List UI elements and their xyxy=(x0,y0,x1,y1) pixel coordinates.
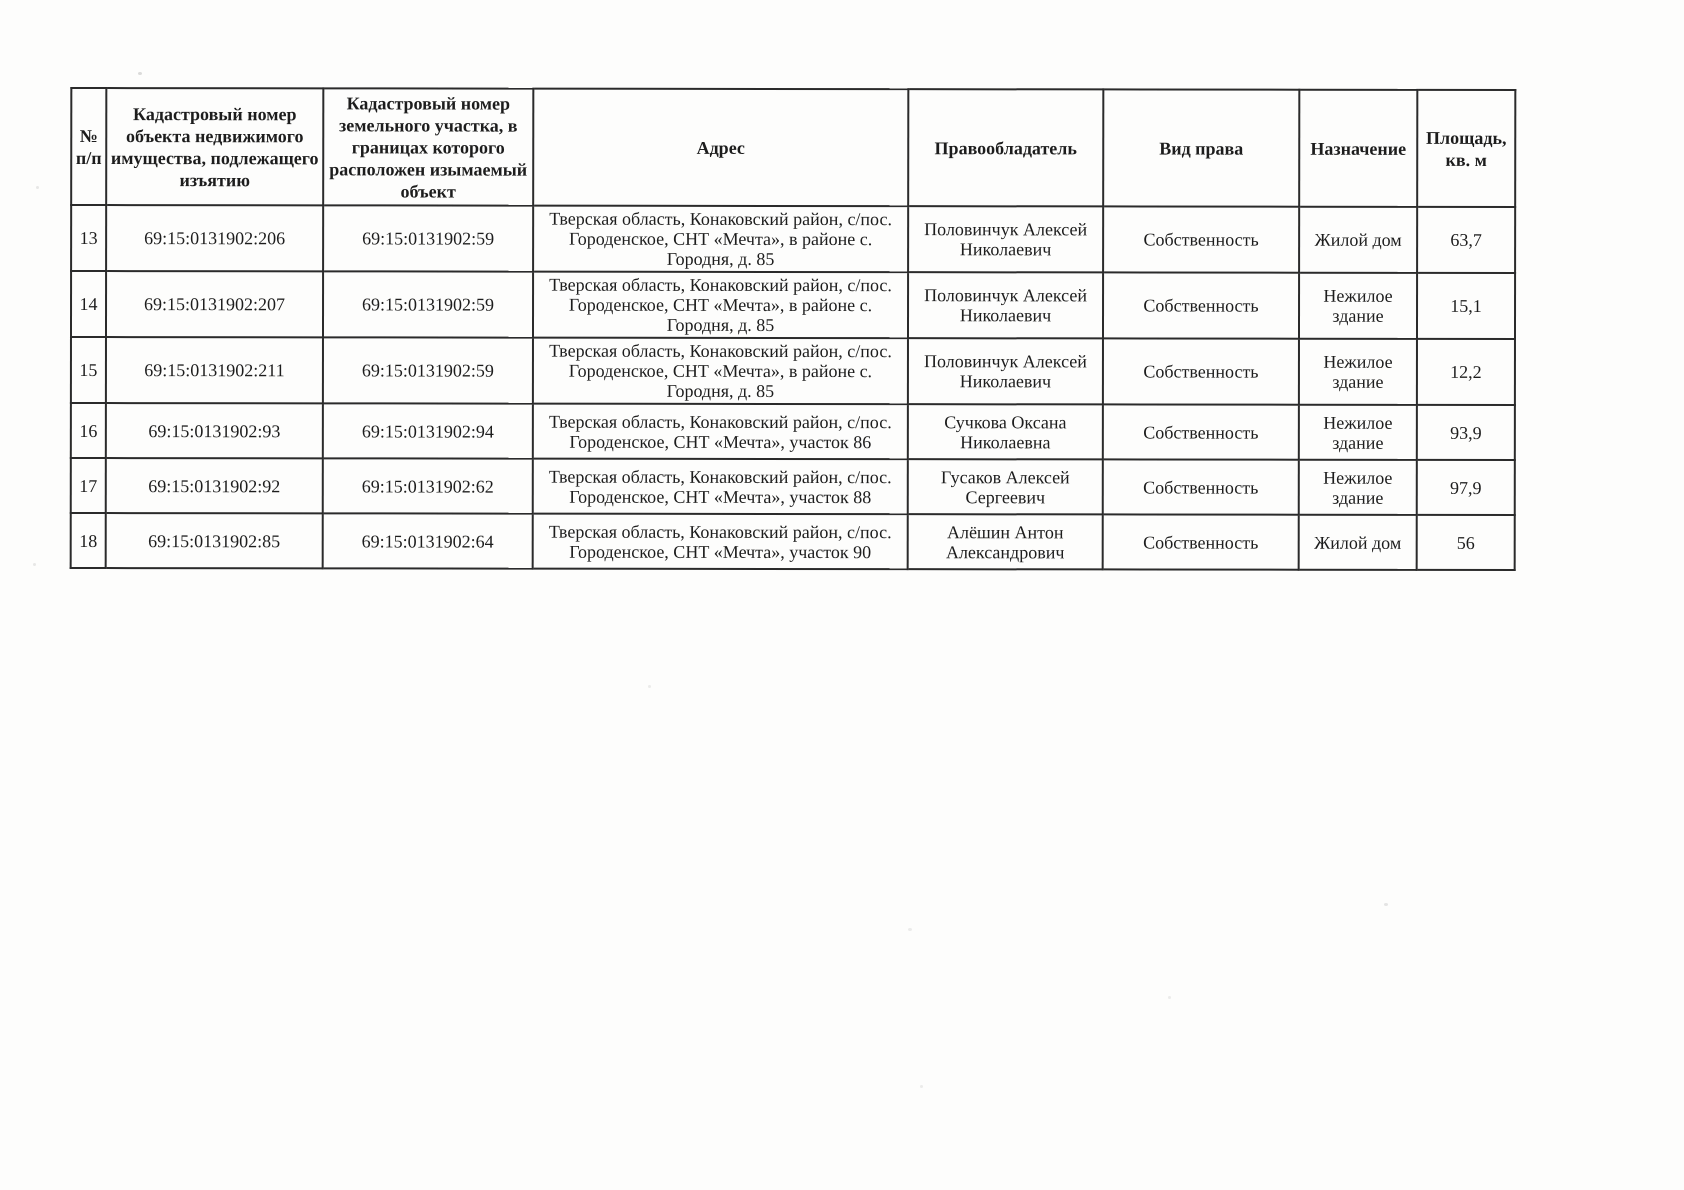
col-header-area: Площадь, кв. м xyxy=(1417,89,1516,208)
cell-num: 18 xyxy=(70,512,106,569)
cell-address: Тверская область, Конаковский район, с/п… xyxy=(532,513,908,570)
cell-owner: Гусаков Алексей Сергеевич xyxy=(907,459,1103,515)
cell-area: 56 xyxy=(1416,514,1515,571)
col-header-right-type: Вид права xyxy=(1103,89,1300,207)
cell-address: Тверская область, Конаковский район, с/п… xyxy=(532,458,908,515)
scan-speck xyxy=(920,1085,923,1088)
cell-right-type: Собственность xyxy=(1102,338,1299,405)
cell-cad-object: 69:15:0131902:206 xyxy=(106,205,324,272)
cell-owner: Алёшин Антон Александрович xyxy=(907,514,1103,570)
scan-speck xyxy=(908,928,912,931)
cell-cad-parcel: 69:15:0131902:59 xyxy=(322,271,534,338)
cell-num: 15 xyxy=(70,336,106,404)
cell-address: Тверская область, Конаковский район, с/п… xyxy=(532,337,908,405)
col-header-num: № п/п xyxy=(71,87,107,206)
table-row: 16 69:15:0131902:93 69:15:0131902:94 Тве… xyxy=(70,402,1515,461)
header-row: № п/п Кадастровый номер объекта недвижим… xyxy=(71,87,1516,208)
col-header-owner: Правообладатель xyxy=(908,89,1104,207)
cell-owner: Половинчук Алексей Николаевич xyxy=(907,338,1103,405)
cell-right-type: Собственность xyxy=(1102,272,1300,339)
cell-right-type: Собственность xyxy=(1102,459,1299,515)
cell-cad-parcel: 69:15:0131902:59 xyxy=(322,337,533,404)
cell-cad-object: 69:15:0131902:207 xyxy=(105,271,324,338)
scan-speck xyxy=(648,685,651,688)
scan-speck xyxy=(138,72,142,75)
table-body: 13 69:15:0131902:206 69:15:0131902:59 Тв… xyxy=(70,204,1516,571)
cadastral-seizure-table: № п/п Кадастровый номер объекта недвижим… xyxy=(70,87,1517,571)
cell-cad-parcel: 69:15:0131902:64 xyxy=(322,513,533,569)
cell-cad-parcel: 69:15:0131902:59 xyxy=(323,205,534,272)
cell-owner: Половинчук Алексей Николаевич xyxy=(908,206,1104,273)
cell-cad-object: 69:15:0131902:85 xyxy=(105,513,323,569)
cell-address: Тверская область, Конаковский район, с/п… xyxy=(533,205,909,273)
cell-cad-parcel: 69:15:0131902:62 xyxy=(322,458,533,514)
cell-purpose: Нежилое здание xyxy=(1298,272,1418,339)
cell-cad-object: 69:15:0131902:211 xyxy=(105,337,323,404)
cell-area: 63,7 xyxy=(1417,206,1516,274)
cell-right-type: Собственность xyxy=(1102,514,1299,570)
cell-purpose: Жилой дом xyxy=(1299,206,1418,273)
col-header-purpose: Назначение xyxy=(1299,89,1418,207)
cell-purpose: Нежилое здание xyxy=(1298,404,1417,460)
col-header-address: Адрес xyxy=(533,88,909,207)
cell-purpose: Жилой дом xyxy=(1298,514,1417,570)
table-row: 13 69:15:0131902:206 69:15:0131902:59 Тв… xyxy=(71,204,1516,274)
scan-speck xyxy=(1168,996,1171,999)
table-row: 15 69:15:0131902:211 69:15:0131902:59 Тв… xyxy=(70,336,1515,406)
cell-area: 97,9 xyxy=(1416,459,1515,516)
cell-num: 14 xyxy=(70,270,107,338)
cell-owner: Сучкова Оксана Николаевна xyxy=(907,404,1103,460)
cell-purpose: Нежилое здание xyxy=(1298,459,1417,515)
cell-address: Тверская область, Конаковский район, с/п… xyxy=(532,403,908,460)
cell-owner: Половинчук Алексей Николаевич xyxy=(907,272,1104,339)
table-row: 14 69:15:0131902:207 69:15:0131902:59 Тв… xyxy=(70,270,1516,340)
scan-speck xyxy=(33,563,36,566)
cell-cad-object: 69:15:0131902:92 xyxy=(105,458,323,514)
cell-right-type: Собственность xyxy=(1102,404,1299,460)
cell-num: 17 xyxy=(70,457,106,514)
cell-address: Тверская область, Конаковский район, с/п… xyxy=(532,271,909,339)
cell-num: 13 xyxy=(71,204,107,272)
col-header-cad-parcel: Кадастровый номер земельного участка, в … xyxy=(323,88,534,206)
cell-cad-parcel: 69:15:0131902:94 xyxy=(322,403,533,459)
table-row: 18 69:15:0131902:85 69:15:0131902:64 Тве… xyxy=(70,512,1515,571)
cell-area: 15,1 xyxy=(1416,272,1516,340)
cell-num: 16 xyxy=(70,402,106,459)
table-row: 17 69:15:0131902:92 69:15:0131902:62 Тве… xyxy=(70,457,1515,516)
cell-area: 93,9 xyxy=(1416,404,1515,461)
cell-cad-object: 69:15:0131902:93 xyxy=(105,403,323,459)
cell-purpose: Нежилое здание xyxy=(1298,338,1417,405)
cell-right-type: Собственность xyxy=(1103,206,1300,273)
scan-speck xyxy=(36,186,39,189)
scan-speck xyxy=(1384,903,1388,906)
cell-area: 12,2 xyxy=(1416,338,1515,406)
col-header-cad-object: Кадастровый номер объекта недвижимого им… xyxy=(106,88,324,206)
